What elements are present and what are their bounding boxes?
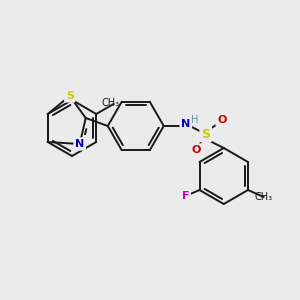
Text: S: S (201, 128, 210, 140)
Text: O: O (191, 145, 200, 155)
Text: N: N (75, 139, 84, 149)
Text: CH₃: CH₃ (101, 98, 120, 108)
Text: F: F (182, 191, 189, 201)
Text: CH₃: CH₃ (254, 192, 273, 202)
Text: N: N (181, 119, 190, 129)
Text: O: O (217, 115, 226, 125)
Text: S: S (66, 91, 74, 101)
Text: H: H (191, 115, 198, 125)
